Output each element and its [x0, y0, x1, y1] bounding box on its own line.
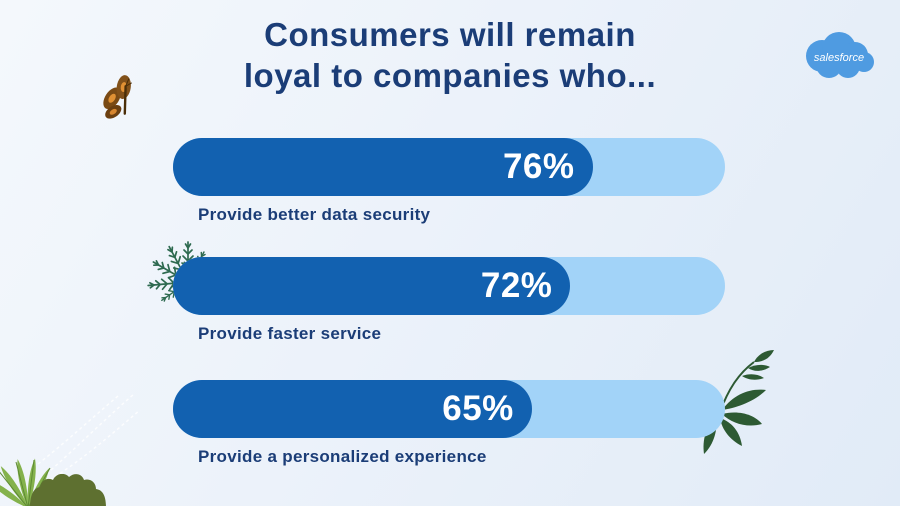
- bar-track: 65%: [173, 380, 725, 438]
- bar-row: 72% Provide faster service: [173, 257, 725, 344]
- title-line-1: Consumers will remain: [264, 16, 636, 53]
- page-title: Consumers will remain loyal to companies…: [0, 14, 900, 96]
- bar-fill: 76%: [173, 138, 593, 196]
- percent-label: 72%: [480, 266, 553, 305]
- bar-fill: 72%: [173, 257, 571, 315]
- salesforce-logo-icon: salesforce: [806, 32, 874, 78]
- bar-track: 76%: [173, 138, 725, 196]
- bar-fill: 65%: [173, 380, 532, 438]
- percent-label: 65%: [442, 389, 514, 428]
- bar-track: 72%: [173, 257, 725, 315]
- butterfly-icon: [103, 75, 132, 119]
- dandelion-strands-icon: [37, 393, 141, 481]
- bar-label: Provide faster service: [198, 324, 382, 343]
- percent-label: 76%: [502, 147, 575, 186]
- bar-row: 76% Provide better data security: [173, 138, 725, 225]
- title-line-2: loyal to companies who...: [243, 57, 657, 94]
- salesforce-logo-text: salesforce: [814, 52, 864, 64]
- bar-label: Provide better data security: [198, 205, 431, 224]
- bar-row: 65% Provide a personalized experience: [173, 380, 725, 467]
- bush-icon: [30, 474, 106, 506]
- bar-label: Provide a personalized experience: [198, 447, 487, 466]
